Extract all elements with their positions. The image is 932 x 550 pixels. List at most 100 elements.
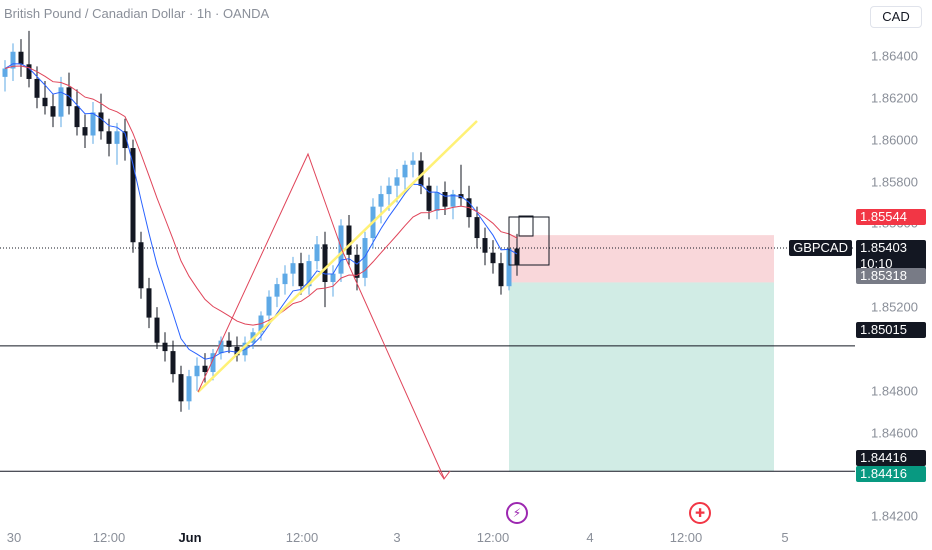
candle [50, 93, 56, 128]
current-price-tag: 1.85403 10:10 [856, 240, 926, 272]
candle [394, 168, 400, 203]
candle-body [474, 217, 480, 239]
candle-body [170, 351, 176, 375]
projection-path [197, 152, 445, 479]
candle-body [218, 340, 224, 354]
chart-title: British Pound / Canadian Dollar · 1h · O… [4, 6, 270, 21]
price-tick-label: 1.86000 [871, 132, 918, 148]
candle [418, 152, 424, 195]
candle-body [10, 51, 16, 69]
price-tick-label: 1.84600 [871, 425, 918, 441]
candle-body [106, 131, 112, 144]
candle-body [74, 106, 80, 128]
time-tick-label: 12:00 [92, 530, 126, 545]
position-handle [518, 215, 534, 237]
candle [130, 139, 136, 253]
price-tick-label: 1.86400 [871, 48, 918, 64]
candle [82, 114, 88, 149]
candle-body [146, 288, 152, 318]
candle-body [386, 185, 392, 195]
candle [378, 185, 384, 224]
candle [234, 336, 240, 362]
candle [74, 89, 80, 136]
uptrend-line [197, 120, 478, 393]
candle-body [138, 242, 144, 289]
candle-body [50, 106, 56, 117]
candle [218, 336, 224, 360]
candle-body [482, 238, 488, 253]
candle [122, 118, 128, 161]
time-tick-label: 3 [393, 530, 401, 545]
candle-body [354, 254, 360, 278]
candle [106, 118, 112, 157]
candle-body [410, 160, 416, 165]
candle [26, 30, 32, 88]
candles-layer [2, 30, 520, 412]
candle-body [402, 164, 408, 178]
canada-flag-event-icon[interactable]: ✚ [689, 502, 711, 524]
candle-body [226, 340, 232, 347]
candle [178, 365, 184, 412]
candle [138, 231, 144, 299]
candle-body [122, 131, 128, 149]
candle-body [130, 148, 136, 243]
time-tick-label: 4 [586, 530, 594, 545]
candle-body [274, 284, 280, 297]
projection-arrowhead [437, 469, 451, 480]
candle-body [330, 273, 336, 283]
candle-body [498, 263, 504, 287]
time-tick-label: 5 [781, 530, 789, 545]
time-tick-label: 12:00 [285, 530, 319, 545]
candle [114, 122, 120, 165]
candle [482, 227, 488, 266]
candle [58, 76, 64, 128]
candle [186, 369, 192, 410]
candle [10, 43, 16, 82]
candle-body [194, 365, 200, 377]
candle [434, 185, 440, 220]
candle [330, 265, 336, 297]
candle-body [442, 192, 448, 207]
candle [226, 332, 232, 354]
candle [210, 349, 216, 381]
candle [274, 277, 280, 308]
candle-body [90, 112, 96, 136]
candle [402, 160, 408, 190]
target-line-price-tag: 1.84416 [856, 450, 926, 466]
slow-moving-average [4, 65, 518, 326]
candle-body [58, 87, 64, 117]
candle-body [290, 263, 296, 274]
candle-body [266, 296, 272, 316]
economic-event-icon[interactable]: ⚡ [506, 502, 528, 524]
candle [450, 189, 456, 220]
drawing-layer [4, 63, 550, 480]
candle-body [154, 317, 160, 343]
candle [170, 340, 176, 383]
candle [282, 265, 288, 295]
candle-body [26, 64, 32, 79]
candle [314, 235, 320, 270]
price-tick-label: 1.85200 [871, 299, 918, 315]
candle-body [202, 365, 208, 373]
candle-body [114, 131, 120, 144]
candle [98, 93, 104, 140]
currency-selector[interactable]: CAD [870, 6, 922, 28]
candle [18, 39, 24, 77]
position-box [508, 216, 550, 266]
candle [466, 185, 472, 228]
candle [458, 164, 464, 207]
candle-body [450, 194, 456, 207]
candle [298, 252, 304, 295]
stop-loss-price-tag: 1.85544 [856, 209, 926, 225]
candle [154, 307, 160, 349]
take-profit-price-tag: 1.84416 [856, 466, 926, 482]
symbol-tag: GBPCAD [789, 240, 852, 256]
current-price-value: 1.85403 [860, 240, 907, 255]
candle-body [98, 112, 104, 132]
candle-body [162, 342, 168, 352]
candle [266, 290, 272, 324]
candle [34, 66, 40, 109]
candle-body [210, 353, 216, 373]
time-tick-label: 30 [6, 530, 22, 545]
